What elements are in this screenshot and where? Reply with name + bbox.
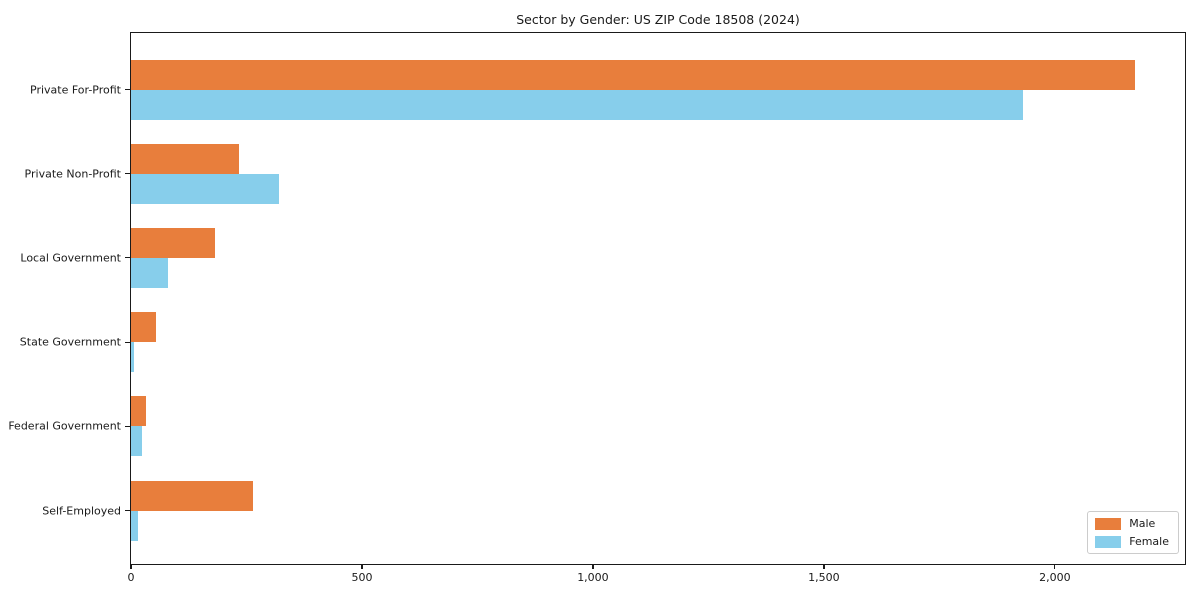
chart-title: Sector by Gender: US ZIP Code 18508 (202… xyxy=(516,12,800,27)
x-tick xyxy=(361,564,363,569)
y-tick-label: Federal Government xyxy=(8,419,121,433)
x-tick xyxy=(1054,564,1056,569)
legend-label-female: Female xyxy=(1129,535,1169,548)
bar-female-5 xyxy=(131,426,143,457)
x-tick xyxy=(130,564,132,569)
x-tick-label: 0 xyxy=(127,571,135,584)
bar-male-5 xyxy=(131,396,146,427)
legend-swatch-male xyxy=(1095,517,1122,530)
legend-label-male: Male xyxy=(1129,517,1156,530)
legend-row-male: Male xyxy=(1095,517,1169,530)
y-tick xyxy=(125,425,131,427)
y-tick xyxy=(125,509,131,512)
legend-row-female: Female xyxy=(1095,535,1169,548)
bar-female-4 xyxy=(131,342,134,373)
y-tick-label: Local Government xyxy=(20,251,121,265)
bar-male-1 xyxy=(131,59,1135,90)
bar-male-2 xyxy=(131,143,240,174)
bar-female-3 xyxy=(131,257,168,288)
y-tick xyxy=(125,341,131,343)
y-tick-label: Private Non-Profit xyxy=(24,167,121,181)
bar-male-6 xyxy=(131,480,253,511)
y-tick-label: Private For-Profit xyxy=(30,83,121,96)
bar-female-2 xyxy=(131,173,279,204)
x-tick-label: 1,500 xyxy=(808,571,840,584)
x-tick-label: 1,000 xyxy=(577,571,609,584)
bar-female-6 xyxy=(131,510,138,541)
y-tick xyxy=(125,88,131,91)
y-tick xyxy=(125,173,131,175)
y-tick-label: Self-Employed xyxy=(42,504,121,517)
x-tick xyxy=(823,564,825,569)
y-tick xyxy=(125,257,131,259)
bar-male-3 xyxy=(131,227,216,258)
bar-female-1 xyxy=(131,89,1023,120)
plot-area: Private For-Profit Private Non-Profit Loca… xyxy=(8,32,1186,584)
bar-male-4 xyxy=(131,312,156,343)
x-tick-label: 2,000 xyxy=(1039,571,1071,584)
x-tick-label: 500 xyxy=(351,571,373,584)
x-tick xyxy=(592,564,594,569)
y-tick-label: State Government xyxy=(19,335,121,349)
legend: Male Female xyxy=(1087,511,1179,554)
legend-swatch-female xyxy=(1095,535,1122,548)
